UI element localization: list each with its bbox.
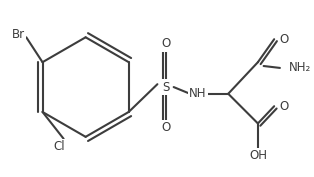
Text: OH: OH <box>249 150 267 162</box>
Text: O: O <box>161 121 171 134</box>
Text: S: S <box>162 81 170 94</box>
Text: O: O <box>161 38 171 50</box>
Text: Cl: Cl <box>53 140 65 153</box>
Text: Br: Br <box>12 28 25 41</box>
Text: O: O <box>279 100 288 113</box>
Text: NH₂: NH₂ <box>289 61 311 74</box>
Text: NH: NH <box>189 87 206 100</box>
Text: O: O <box>279 33 288 46</box>
